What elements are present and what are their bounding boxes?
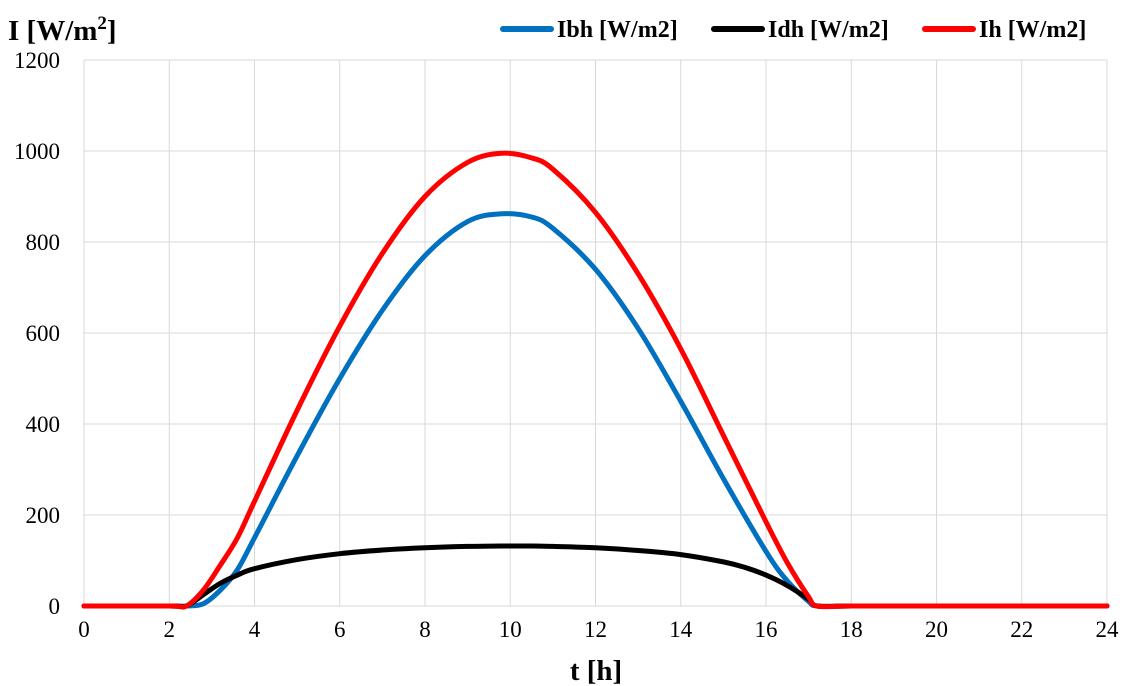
y-tick-label: 400 bbox=[26, 412, 61, 437]
x-tick-label: 6 bbox=[334, 617, 346, 642]
x-tick-label: 16 bbox=[755, 617, 778, 642]
y-tick-label: 1200 bbox=[14, 48, 60, 73]
series-line-ih bbox=[81, 150, 1110, 610]
legend-label-idh: Idh [W/m2] bbox=[768, 17, 889, 43]
y-tick-label: 200 bbox=[26, 503, 61, 528]
y-tick-label: 600 bbox=[26, 321, 61, 346]
x-tick-label: 8 bbox=[419, 617, 431, 642]
y-tick-label: 1000 bbox=[14, 139, 60, 164]
legend-item-idh[interactable]: Idh [W/m2] bbox=[711, 17, 889, 43]
legend-label-ibh: Ibh [W/m2] bbox=[557, 17, 678, 43]
x-axis-title: t [h] bbox=[570, 655, 622, 686]
legend-label-ih: Ih [W/m2] bbox=[979, 17, 1086, 43]
y-axis-title-superscript: 2 bbox=[97, 13, 107, 34]
tick-labels: 0 2 4 6 8 10 12 14 16 18 20 22 240200400600800100012… bbox=[14, 48, 1119, 642]
x-tick-label: 20 bbox=[925, 617, 948, 642]
series-lines bbox=[81, 150, 1110, 610]
x-tick-label: 10 bbox=[499, 617, 522, 642]
legend-item-ibh[interactable]: Ibh [W/m2] bbox=[500, 17, 678, 43]
x-tick-label: 2 bbox=[164, 617, 176, 642]
legend: Ibh [W/m2] Idh [W/m2] Ih [W/m2] bbox=[500, 17, 1086, 43]
y-axis-title: I [W/m2] bbox=[8, 13, 117, 47]
x-tick-label: 14 bbox=[669, 617, 693, 642]
y-axis-title-main: I [W/m bbox=[8, 15, 97, 47]
x-tick-label: 24 bbox=[1096, 617, 1120, 642]
y-tick-label: 800 bbox=[26, 230, 61, 255]
x-tick-label: 4 bbox=[249, 617, 261, 642]
gridlines bbox=[83, 59, 1108, 607]
x-tick-label: 12 bbox=[584, 617, 607, 642]
x-tick-label: 22 bbox=[1010, 617, 1033, 642]
x-tick-label: 18 bbox=[840, 617, 863, 642]
x-tick-label: 0 bbox=[78, 617, 90, 642]
legend-item-ih[interactable]: Ih [W/m2] bbox=[922, 17, 1086, 43]
y-axis-title-close: ] bbox=[107, 15, 117, 47]
y-tick-label: 0 bbox=[49, 594, 61, 619]
